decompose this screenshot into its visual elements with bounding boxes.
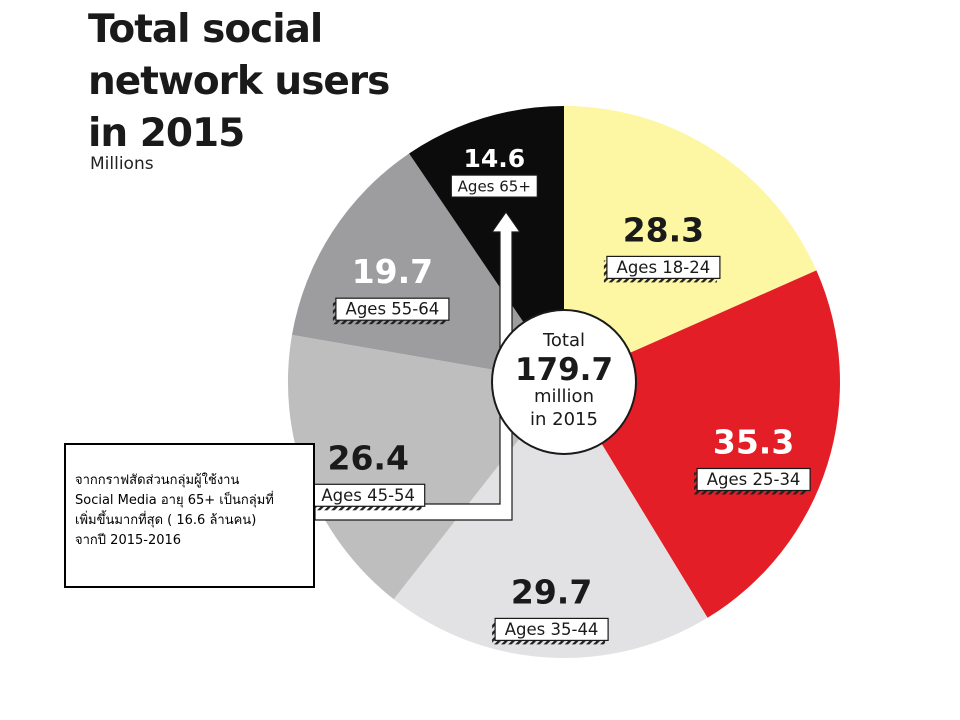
- label-box: [494, 617, 609, 642]
- label-box: [335, 297, 450, 321]
- slice-value-label: 26.4: [327, 438, 408, 477]
- annotation-box: จากกราฟสัดส่วนกลุ่มผู้ใช้งาน Social Medi…: [64, 443, 315, 588]
- slice-value-label: 28.3: [623, 210, 704, 249]
- center-text: in 2015: [530, 409, 598, 430]
- slice-category-label: Ages 35-44: [505, 620, 599, 639]
- slice-category-label: Ages 65+: [458, 178, 531, 196]
- pie-slice: [564, 270, 840, 618]
- chart-title-line: Total social: [88, 7, 323, 52]
- annotation-line: จากปี 2015-2016: [75, 533, 182, 548]
- annotation-line: จากกราฟสัดส่วนกลุ่มผู้ใช้งาน: [75, 473, 240, 488]
- center-text: million: [534, 386, 594, 407]
- slice-category-label: Ages 25-34: [707, 470, 801, 489]
- annotation-line: เพิ่มขึ้นมากที่สุด ( 16.6 ล้านคน): [75, 513, 257, 528]
- slice-value-label: 19.7: [352, 252, 433, 291]
- pie-slice: [393, 382, 708, 659]
- slice-value-label: 29.7: [511, 572, 592, 611]
- chart-title-line: network users: [88, 59, 390, 104]
- chart-title: Total social network users in 2015: [88, 4, 468, 160]
- chart-subtitle: Millions: [90, 154, 154, 174]
- center-circle: [491, 309, 637, 455]
- center-text: Total: [542, 330, 585, 351]
- pie-slice: [292, 153, 564, 382]
- pie-slice: [564, 106, 817, 382]
- slice-category-label: Ages 55-64: [346, 300, 440, 319]
- label-box: [696, 467, 811, 492]
- chart-title-line: in 2015: [88, 111, 245, 156]
- slice-category-label: Ages 45-54: [321, 486, 415, 505]
- slice-value-label: 14.6: [463, 144, 525, 173]
- slice-value-label: 35.3: [713, 423, 794, 462]
- label-box: [450, 174, 538, 198]
- pie-labels: 28.3 Ages 18-24 35.3 Ages 25-34 29.7 Ages 35-…: [308, 144, 811, 645]
- label-box: [606, 255, 721, 279]
- slice-category-label: Ages 18-24: [617, 258, 711, 277]
- annotation-line: Social Media อายุ 65+ เป็นกลุ่มที่: [75, 493, 274, 508]
- center-text: 179.7: [515, 352, 613, 388]
